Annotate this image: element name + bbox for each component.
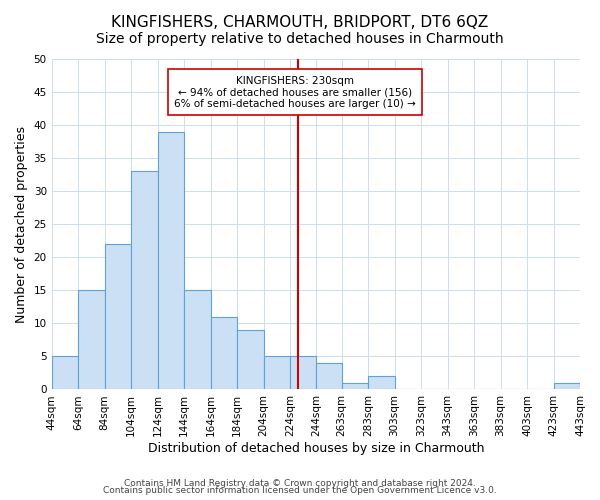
Bar: [263, 356, 290, 390]
Bar: [237, 330, 263, 390]
Bar: [290, 356, 316, 390]
Bar: [158, 132, 184, 390]
Bar: [78, 290, 104, 390]
Y-axis label: Number of detached properties: Number of detached properties: [15, 126, 28, 322]
Bar: [316, 363, 341, 390]
Text: KINGFISHERS, CHARMOUTH, BRIDPORT, DT6 6QZ: KINGFISHERS, CHARMOUTH, BRIDPORT, DT6 6Q…: [112, 15, 488, 30]
Bar: [104, 244, 131, 390]
Bar: [368, 376, 395, 390]
Text: Contains public sector information licensed under the Open Government Licence v3: Contains public sector information licen…: [103, 486, 497, 495]
Text: Contains HM Land Registry data © Crown copyright and database right 2024.: Contains HM Land Registry data © Crown c…: [124, 478, 476, 488]
Bar: [52, 356, 78, 390]
Text: KINGFISHERS: 230sqm
← 94% of detached houses are smaller (156)
6% of semi-detach: KINGFISHERS: 230sqm ← 94% of detached ho…: [175, 76, 416, 108]
Text: Size of property relative to detached houses in Charmouth: Size of property relative to detached ho…: [96, 32, 504, 46]
Bar: [211, 317, 237, 390]
X-axis label: Distribution of detached houses by size in Charmouth: Distribution of detached houses by size …: [148, 442, 484, 455]
Bar: [184, 290, 211, 390]
Bar: [131, 172, 158, 390]
Bar: [554, 383, 580, 390]
Bar: [341, 383, 368, 390]
